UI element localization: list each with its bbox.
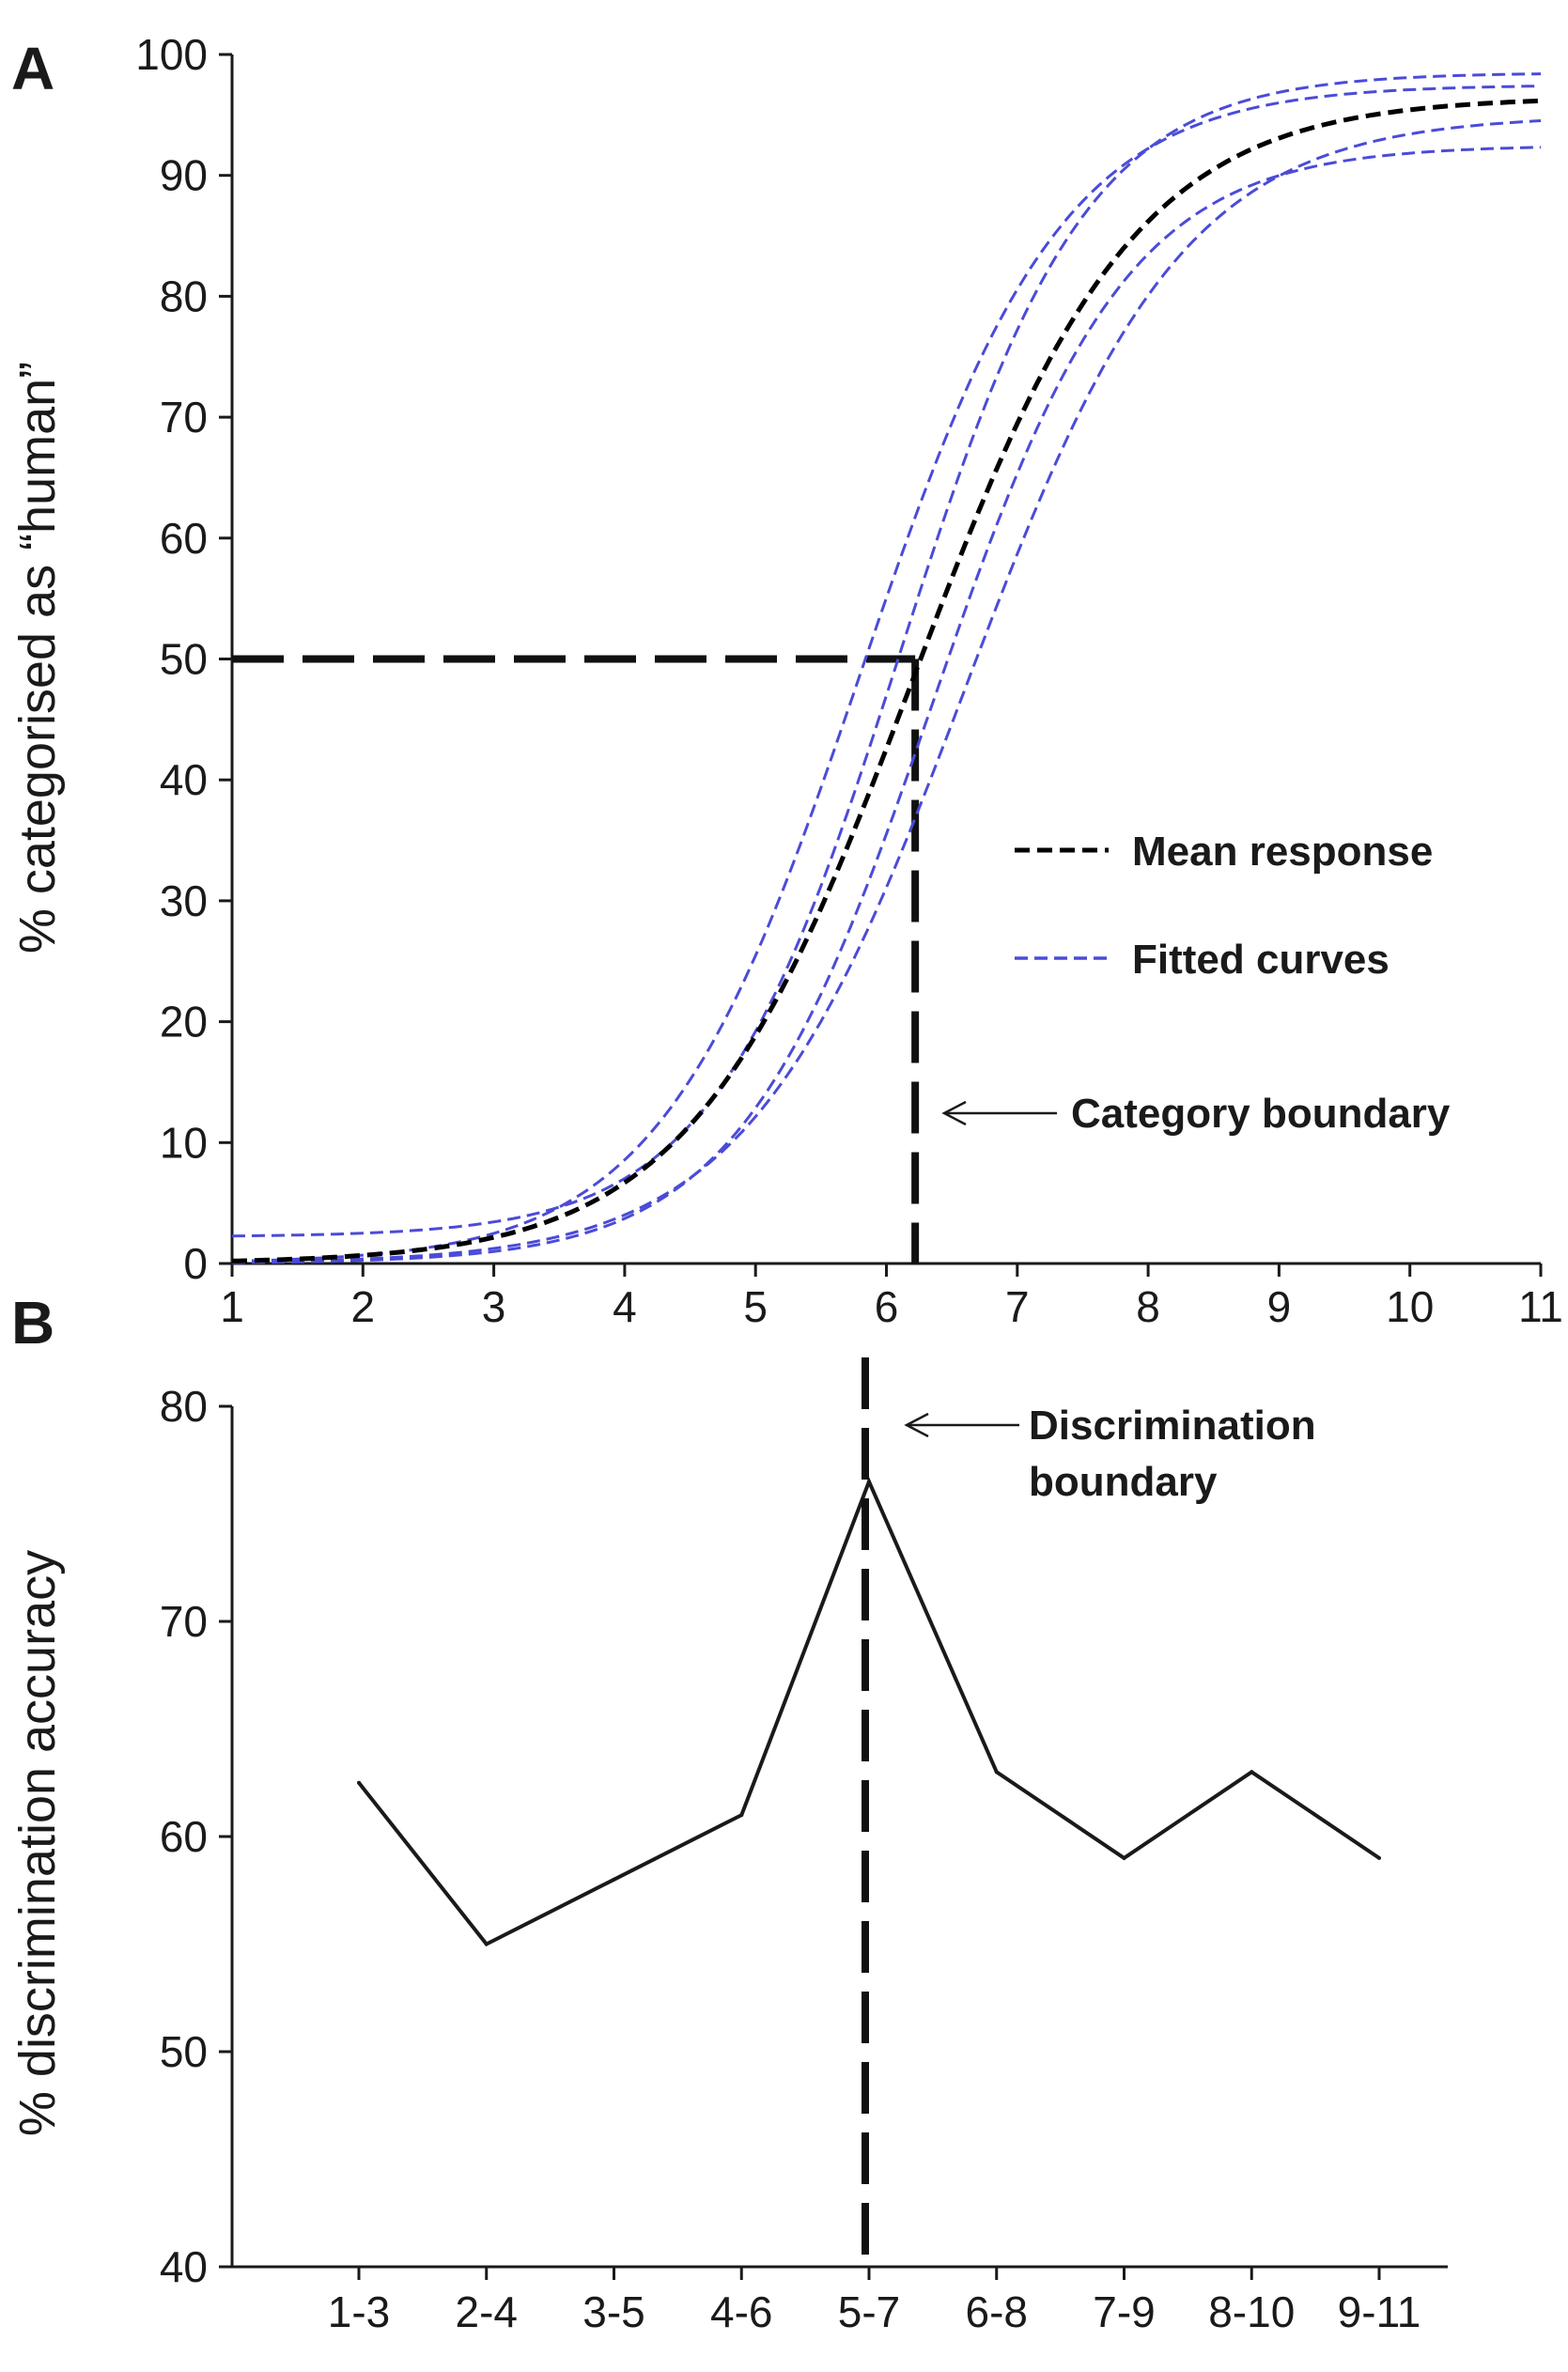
b-xtick-label: 1-3: [328, 2287, 390, 2336]
fitted-curve: [231, 72, 1542, 1238]
b-xtick-label: 8-10: [1208, 2287, 1295, 2336]
fitted-curve: [231, 85, 1542, 1264]
a-xtick-label: 7: [1005, 1282, 1030, 1331]
mean-response-curve: [231, 98, 1542, 1264]
a-ytick-label: 0: [183, 1239, 208, 1288]
b-xtick-label: 2-4: [456, 2287, 518, 2336]
discrimination-boundary-annotation: Discrimination boundary: [904, 1403, 1316, 1505]
b-ytick-label: 40: [160, 2242, 208, 2291]
discrimination-point: [612, 1877, 616, 1882]
discrimination-boundary-label-line2: boundary: [1029, 1459, 1218, 1505]
discrimination-point: [1377, 1855, 1381, 1860]
panel-b-y-axis-label: % discrimination accuracy: [9, 1550, 66, 2136]
b-xtick-label: 5-7: [838, 2287, 900, 2336]
panel-a-curves: [231, 72, 1542, 1264]
b-ytick-label: 80: [160, 1382, 208, 1431]
b-ytick-label: 50: [160, 2027, 208, 2076]
a-xtick-label: 1: [220, 1282, 244, 1331]
b-xtick-label: 4-6: [710, 2287, 772, 2336]
a-xtick-label: 11: [1518, 1282, 1563, 1331]
a-ytick-label: 60: [160, 514, 208, 563]
discrimination-boundary-arrowhead: [904, 1412, 929, 1438]
a-xtick-label: 8: [1136, 1282, 1160, 1331]
b-ytick-label: 60: [160, 1812, 208, 1861]
b-xtick-label: 6-8: [966, 2287, 1028, 2336]
legend-fitted-curves-label: Fitted curves: [1132, 937, 1389, 983]
category-boundary-annotation: Category boundary: [941, 1091, 1451, 1137]
a-xtick-label: 9: [1267, 1282, 1292, 1331]
a-ytick-label: 20: [160, 998, 208, 1046]
category-boundary-arrowhead: [941, 1100, 967, 1126]
panel-a-legend: Mean response Fitted curves: [1015, 829, 1433, 983]
a-ytick-label: 50: [160, 635, 208, 684]
panel-b-series: [357, 1476, 1381, 1947]
a-ytick-label: 80: [160, 271, 208, 320]
a-ytick-label: 70: [160, 393, 208, 442]
panel-a-x-ticks: 1 2 3 4 5 6 7 8 9 10 11: [220, 1264, 1563, 1331]
a-ytick-label: 10: [160, 1118, 208, 1167]
a-xtick-label: 5: [743, 1282, 768, 1331]
category-boundary-label: Category boundary: [1071, 1091, 1451, 1137]
panel-a-boundary-lines: [232, 655, 920, 1264]
discrimination-point: [357, 1780, 361, 1785]
panel-b: B % discrimination accuracy 40 50 60 70 80 1…: [9, 1289, 1448, 2336]
discrimination-point: [994, 1770, 999, 1775]
panel-a-letter: A: [11, 35, 54, 102]
fitted-curve: [232, 146, 1542, 1264]
discrimination-point: [867, 1480, 871, 1484]
discrimination-point: [1122, 1855, 1126, 1860]
a-xtick-label: 10: [1386, 1282, 1434, 1331]
b-xtick-label: 3-5: [582, 2287, 644, 2336]
fitted-curve: [231, 119, 1542, 1264]
a-xtick-label: 4: [613, 1282, 637, 1331]
discrimination-point: [739, 1813, 744, 1818]
a-ytick-label: 100: [135, 30, 208, 79]
b-xtick-label: 9-11: [1338, 2287, 1421, 2336]
panel-b-x-ticks: 1-3 2-4 3-5 4-6 5-7 6-8 7-9 8-10 9-11: [328, 2267, 1421, 2336]
panel-a: A % categorised as “human” 0102030405060…: [9, 30, 1563, 1331]
panel-b-letter: B: [11, 1289, 54, 1357]
a-xtick-label: 3: [482, 1282, 506, 1331]
discrimination-point: [484, 1942, 489, 1946]
b-xtick-label: 7-9: [1093, 2287, 1155, 2336]
panel-a-y-axis-label: % categorised as “human”: [9, 362, 66, 953]
a-ytick-label: 40: [160, 755, 208, 804]
a-ytick-label: 30: [160, 876, 208, 925]
a-xtick-label: 6: [875, 1282, 899, 1331]
legend-mean-response-label: Mean response: [1132, 829, 1433, 875]
b-ytick-label: 70: [160, 1597, 208, 1646]
a-ytick-label: 90: [160, 151, 208, 200]
panel-b-y-ticks: 40 50 60 70 80: [160, 1382, 232, 2291]
panel-a-y-ticks: 0 10 20 30 40 50 60 70 80 90 100: [135, 30, 232, 1288]
discrimination-boundary-label-line1: Discrimination: [1029, 1403, 1316, 1449]
discrimination-point: [1250, 1770, 1254, 1775]
a-xtick-label: 2: [351, 1282, 376, 1331]
